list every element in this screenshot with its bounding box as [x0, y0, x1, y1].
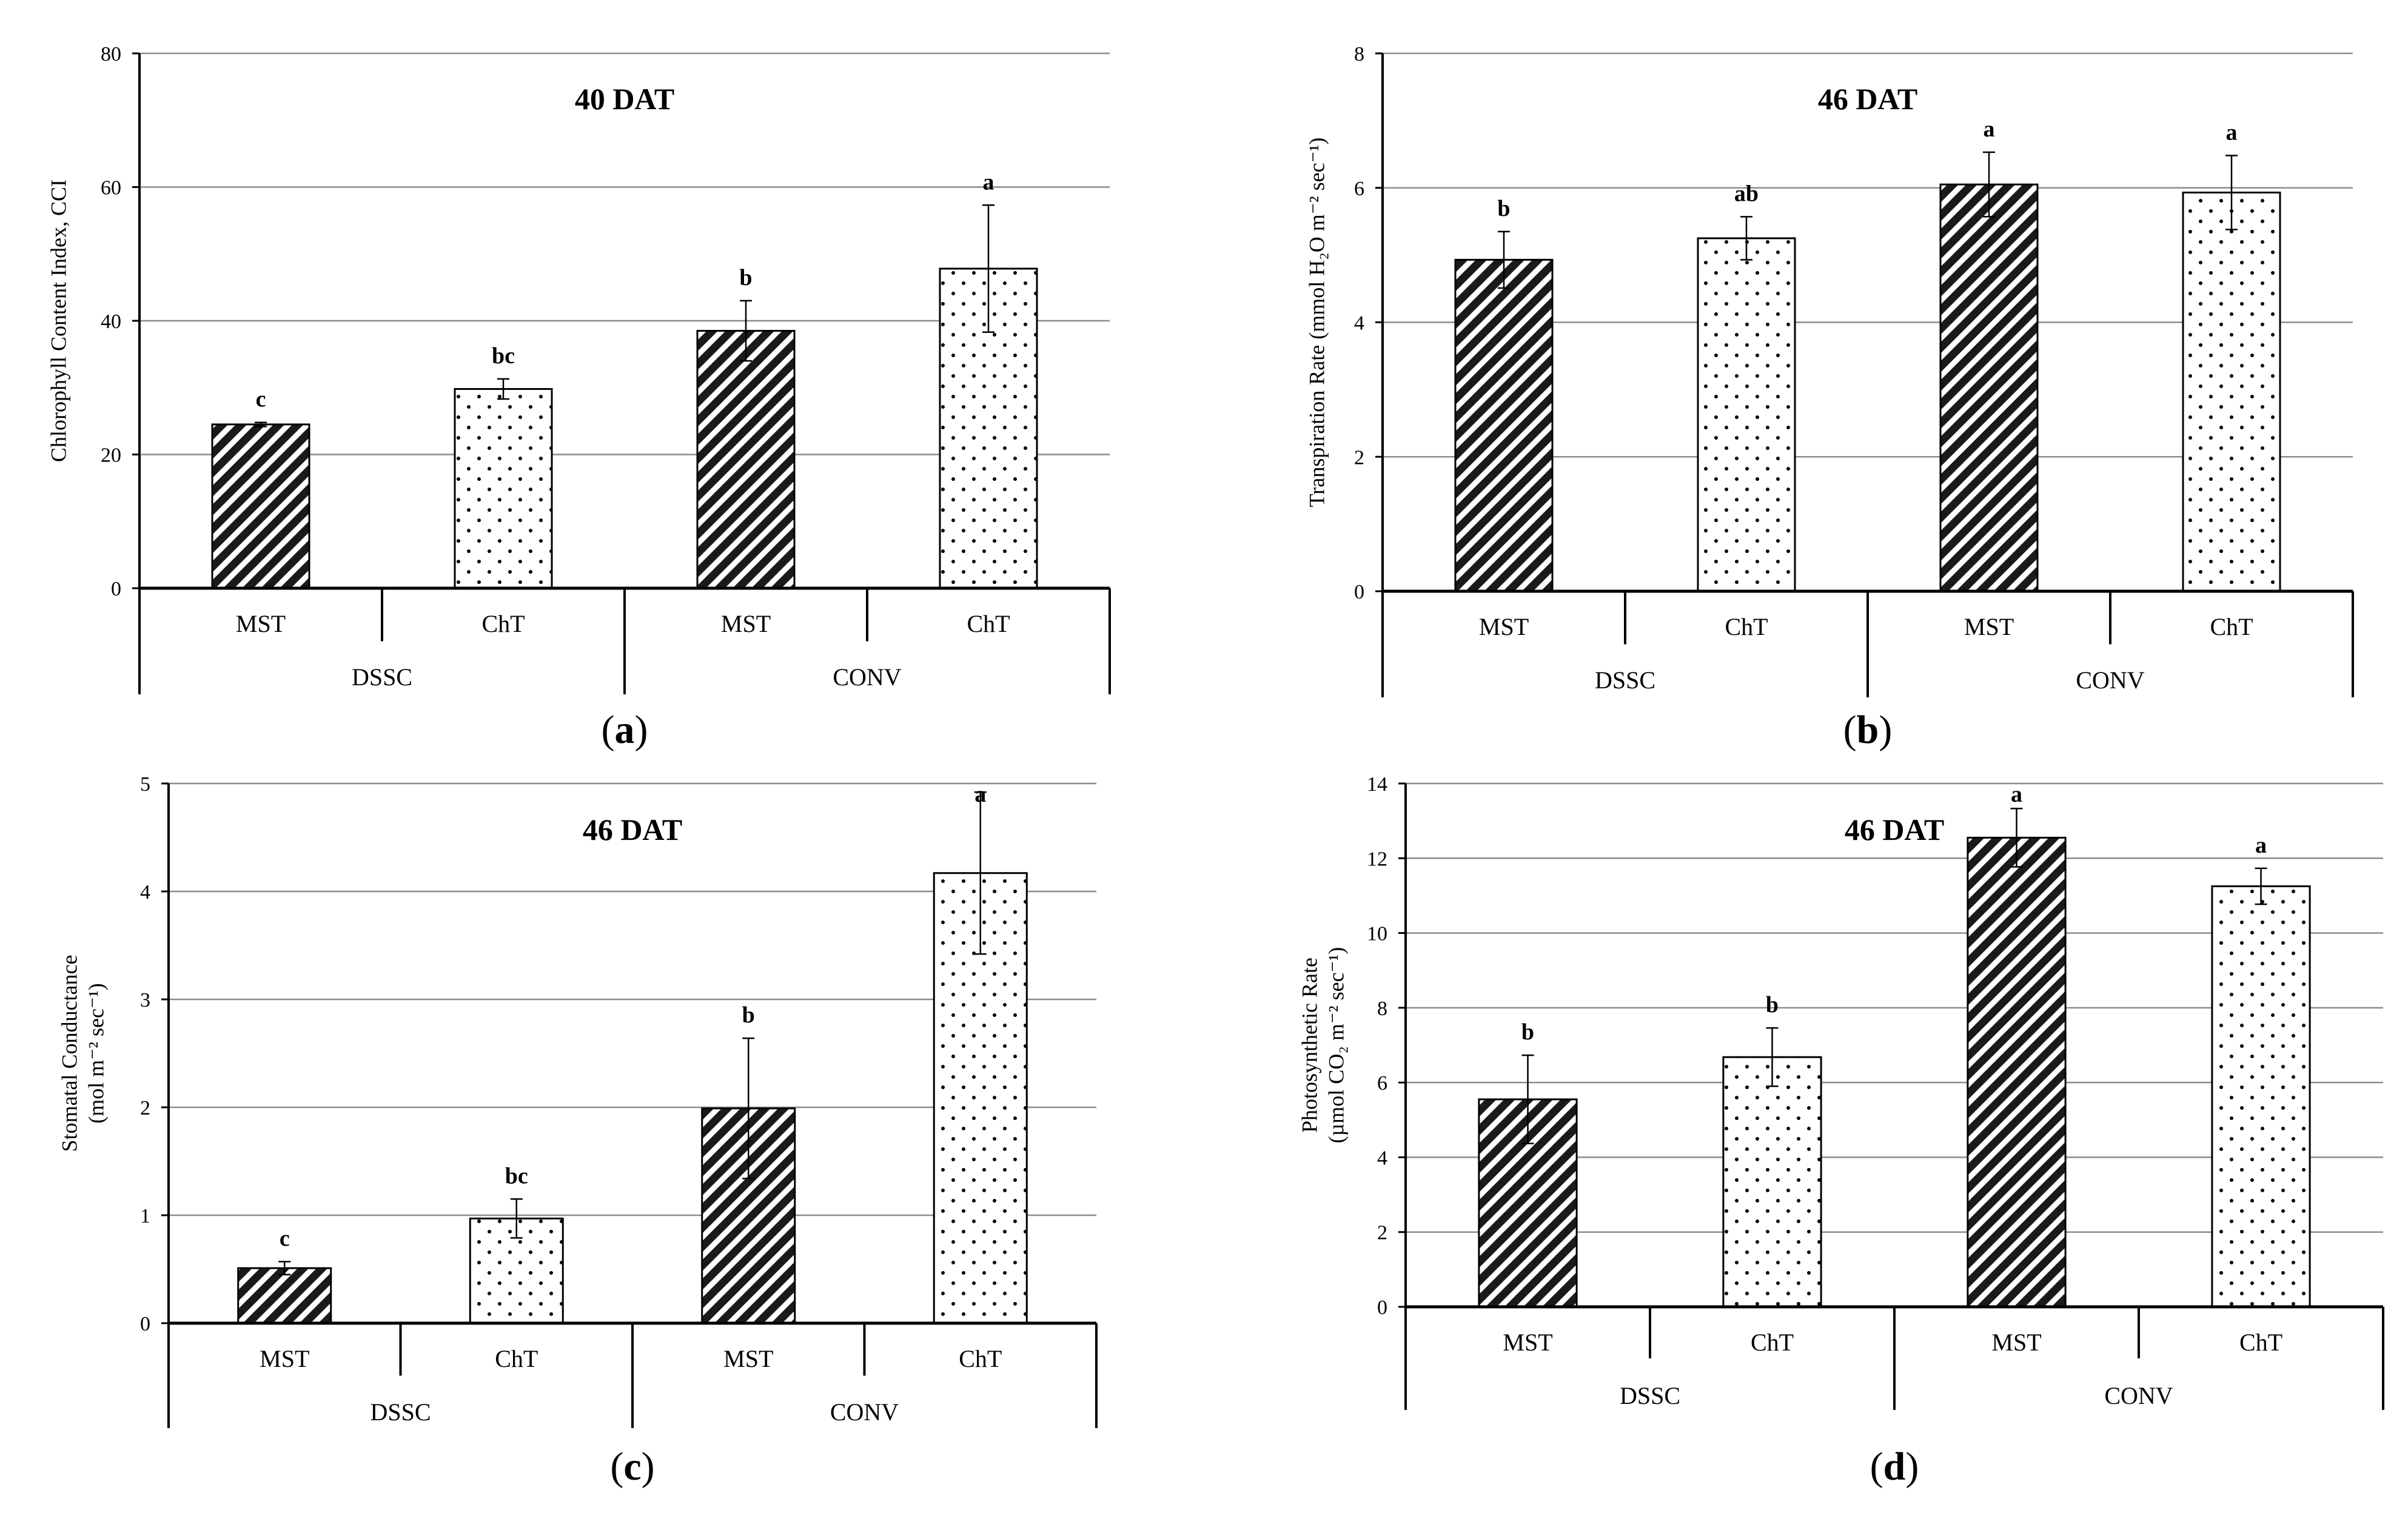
- significance-letter: b: [742, 1002, 755, 1028]
- y-axis-label: Stomatal Conductance: [57, 955, 81, 1152]
- y-tick-label: 5: [140, 773, 150, 796]
- category-label: MST: [1479, 613, 1529, 640]
- category-label: ChT: [1725, 613, 1768, 640]
- significance-letter: b: [1766, 992, 1779, 1018]
- chart-panel-a: c MST bc ChT b MST a ChT 0 20 40 60 80 DSSC CONV 40 DAT…: [46, 43, 1111, 752]
- y-tick-label: 8: [1354, 43, 1364, 65]
- group-label: DSSC: [1595, 666, 1655, 694]
- y-tick-label: 6: [1377, 1072, 1387, 1095]
- significance-letter: b: [739, 265, 752, 290]
- y-tick-label: 0: [1377, 1297, 1387, 1319]
- bar-b-3: [1939, 183, 2039, 592]
- group-label: CONV: [833, 663, 901, 691]
- significance-letter: bc: [492, 343, 515, 369]
- category-label: MST: [236, 610, 286, 637]
- panel-letter: b: [1857, 708, 1879, 752]
- panel-label: (a): [602, 708, 648, 752]
- significance-letter: bc: [505, 1163, 528, 1189]
- category-label: ChT: [2210, 613, 2253, 640]
- y-tick-label: 3: [140, 989, 150, 1011]
- chart-title: 46 DAT: [1845, 813, 1944, 847]
- category-label: MST: [1964, 613, 2014, 640]
- significance-letter: a: [974, 782, 986, 807]
- category-label: MST: [1991, 1329, 2041, 1356]
- category-label: MST: [723, 1345, 773, 1372]
- y-axis-label: Transpiration Rate (mmol H₂O m⁻² sec⁻¹): [1304, 138, 1329, 508]
- group-label: DSSC: [352, 663, 412, 691]
- group-label: DSSC: [1620, 1382, 1680, 1409]
- category-label: ChT: [2239, 1329, 2282, 1356]
- y-tick-label: 60: [101, 177, 121, 200]
- category-label: MST: [721, 610, 771, 637]
- y-tick-label: 2: [1377, 1222, 1387, 1244]
- bar-d-4: [2211, 885, 2311, 1308]
- category-label: ChT: [959, 1345, 1002, 1372]
- y-tick-label: 8: [1377, 998, 1387, 1020]
- chart-title: 46 DAT: [1818, 82, 1917, 116]
- y-tick-label: 0: [1354, 581, 1364, 603]
- panel-letter: a: [615, 708, 635, 752]
- category-label: MST: [260, 1345, 309, 1372]
- significance-letter: b: [1521, 1019, 1534, 1045]
- panel-label: (b): [1843, 708, 1893, 752]
- group-label: CONV: [2076, 666, 2144, 694]
- y-axis-label: (mol m⁻² sec⁻¹): [84, 983, 108, 1124]
- category-label: ChT: [1751, 1329, 1794, 1356]
- y-tick-label: 2: [1354, 446, 1364, 469]
- panel-label: (c): [610, 1444, 654, 1489]
- chart-panel-b: b MST ab ChT a MST a ChT 0 2 4 6 8 DSSC CONV 46 DAT Tran…: [1304, 43, 2354, 752]
- y-tick-label: 4: [1377, 1147, 1387, 1169]
- chart-panel-c: c MST bc ChT b MST a ChT 0 1 2 3 4 5 DSSC CONV 46 DAT Sto…: [57, 773, 1098, 1489]
- y-tick-label: 1: [140, 1205, 150, 1227]
- group-label: CONV: [2104, 1382, 2173, 1409]
- group-label: DSSC: [370, 1398, 431, 1426]
- bar-a-2: [454, 387, 553, 589]
- bar-d-3: [1967, 836, 2067, 1308]
- y-axis-label: Chlorophyll Content Index, CCI: [46, 179, 70, 462]
- chart-panel-d: b MST b ChT a MST a ChT 0 2 4 6 8 10 12 14 DSSC CONV 46 DA…: [1297, 773, 2384, 1489]
- y-axis-label: Photosynthetic Rate: [1297, 958, 1321, 1133]
- significance-letter: a: [2011, 782, 2022, 807]
- panel-letter: c: [623, 1444, 641, 1489]
- category-label: ChT: [481, 610, 525, 637]
- significance-letter: a: [1984, 116, 1995, 142]
- bar-d-2: [1722, 1056, 1822, 1308]
- y-tick-label: 14: [1367, 773, 1387, 796]
- significance-letter: b: [1497, 196, 1510, 221]
- panel-letter: d: [1883, 1444, 1906, 1489]
- bar-b-2: [1697, 237, 1796, 592]
- bar-c-1: [237, 1267, 332, 1324]
- y-tick-label: 40: [101, 310, 121, 333]
- category-label: MST: [1503, 1329, 1552, 1356]
- y-tick-label: 10: [1367, 923, 1387, 945]
- category-label: ChT: [967, 610, 1010, 637]
- significance-letter: a: [2226, 120, 2238, 146]
- y-tick-label: 0: [111, 578, 121, 600]
- y-tick-label: 0: [140, 1313, 150, 1335]
- chart-title: 40 DAT: [575, 82, 674, 116]
- significance-letter: c: [256, 387, 266, 412]
- y-tick-label: 4: [1354, 312, 1364, 335]
- bar-a-3: [696, 330, 796, 589]
- group-label: CONV: [830, 1398, 899, 1426]
- chart-title: 46 DAT: [583, 813, 682, 847]
- y-axis-label: (µmol CO₂ m⁻² sec⁻¹): [1324, 947, 1348, 1144]
- significance-letter: a: [2255, 833, 2267, 858]
- bar-a-1: [211, 423, 310, 589]
- category-label: ChT: [495, 1345, 538, 1372]
- bar-b-1: [1454, 258, 1554, 592]
- y-tick-label: 6: [1354, 178, 1364, 200]
- significance-letter: a: [983, 169, 994, 195]
- y-tick-label: 20: [101, 445, 121, 467]
- panel-label: (d): [1870, 1444, 1919, 1489]
- y-tick-label: 12: [1367, 848, 1387, 870]
- significance-letter: ab: [1734, 181, 1759, 206]
- y-tick-label: 4: [140, 881, 150, 904]
- significance-letter: c: [280, 1226, 290, 1252]
- y-tick-label: 2: [140, 1097, 150, 1119]
- bar-b-4: [2182, 192, 2281, 592]
- y-tick-label: 80: [101, 43, 121, 65]
